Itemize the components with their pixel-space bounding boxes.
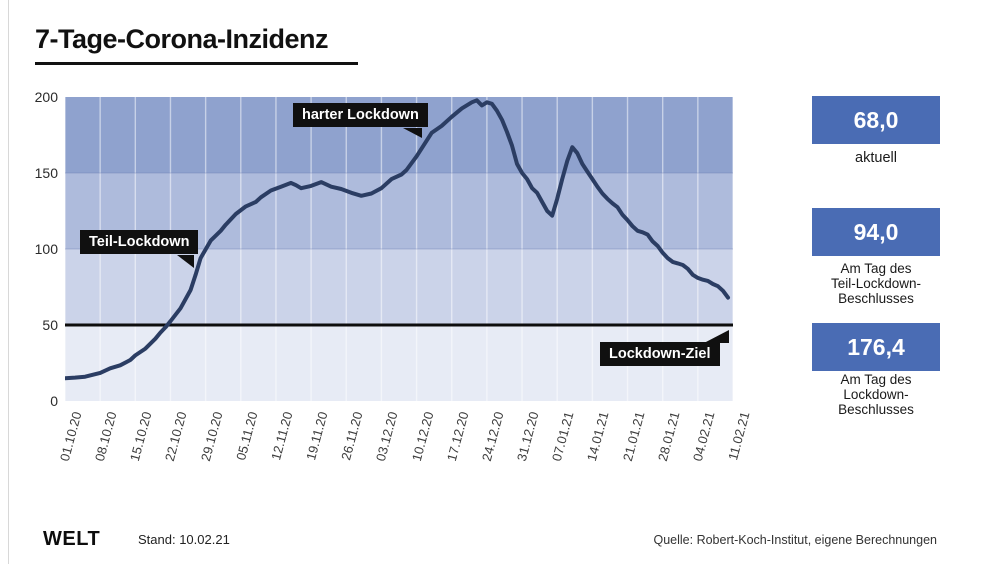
stat-lockdown-label: Am Tag des Lockdown- Beschlusses (838, 372, 914, 417)
annotation-harter-lockdown: harter Lockdown (293, 103, 428, 127)
band-50-100 (65, 249, 733, 325)
stat-current-label: aktuell (855, 150, 897, 166)
y-tick-label: 150 (34, 165, 58, 181)
annotation-lockdown-ziel: Lockdown-Ziel (600, 342, 720, 366)
source-credit: Quelle: Robert-Koch-Institut, eigene Ber… (653, 533, 937, 547)
stat-lockdown-value: 176,4 (812, 323, 940, 371)
annotation-harter-lockdown-pointer (403, 128, 422, 138)
stat-teil-lockdown-value: 94,0 (812, 208, 940, 256)
y-tick-label: 200 (34, 89, 58, 105)
page-title: 7-Tage-Corona-Inzidenz (35, 24, 329, 54)
incidence-curve (65, 98, 730, 381)
title-underline (35, 62, 358, 65)
y-tick-label: 50 (42, 317, 58, 333)
y-tick-label: 100 (34, 241, 58, 257)
annotation-teil-lockdown: Teil-Lockdown (80, 230, 199, 254)
date-stamp: Stand: 10.02.21 (138, 532, 230, 547)
left-border-line (8, 0, 9, 564)
stat-current-value: 68,0 (812, 96, 940, 144)
welt-logo: WELT (43, 528, 101, 550)
y-tick-label: 0 (50, 393, 58, 409)
stat-teil-lockdown-label: Am Tag des Teil-Lockdown- Beschlusses (830, 261, 922, 306)
